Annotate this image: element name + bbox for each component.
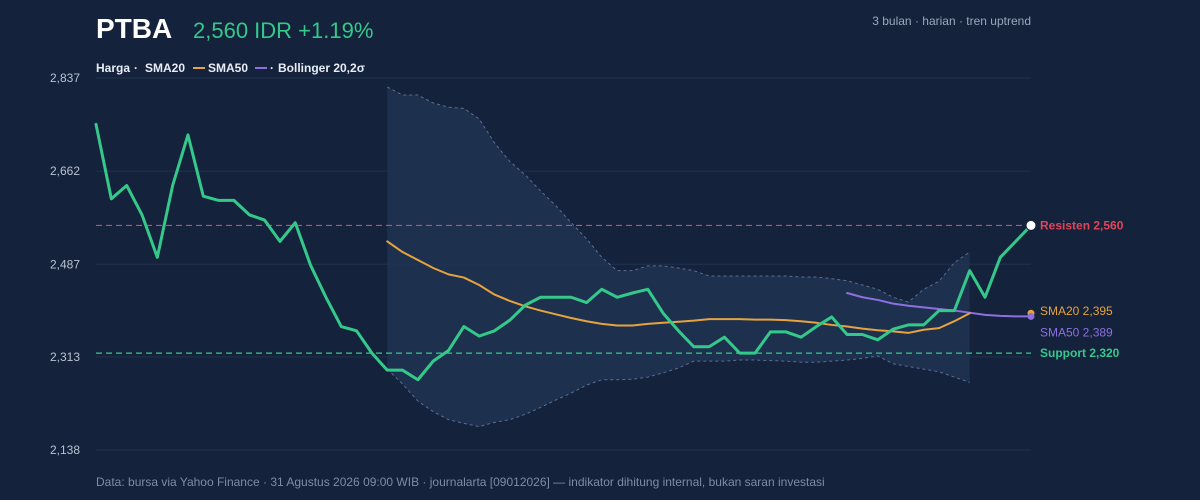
bollinger-upper-line (386, 86, 970, 303)
price-change: 2,560 IDR +1.19% (193, 18, 373, 43)
series-line-harga (94, 122, 1033, 382)
y-tick-label: 2,138 (50, 443, 80, 457)
legend-separator: · (270, 61, 274, 75)
level-label-support: Support 2,320 (1040, 346, 1120, 360)
y-tick-label: 2,313 (50, 350, 80, 364)
level-lines (96, 224, 1031, 354)
y-tick-label: 2,487 (50, 257, 80, 271)
sma20-end-label: SMA20 2,395 (1040, 304, 1113, 318)
y-tick-label: 2,662 (50, 164, 80, 178)
sma50-end-label: SMA50 2,389 (1040, 325, 1113, 339)
legend: Harga · SMA20 SMA50 · Bollinger 20,2σ (96, 61, 365, 75)
legend-sma20-label: SMA20 (145, 61, 185, 75)
series-line-sma20 (386, 240, 971, 334)
series-line-sma50 (846, 292, 1032, 318)
level-label-resisten: Resisten 2,560 (1040, 218, 1124, 232)
bollinger-band (386, 86, 970, 428)
footer-note: Data: bursa via Yahoo Finance · 31 Agust… (96, 475, 825, 489)
legend-separator: · (134, 61, 138, 75)
chart-meta: 3 bulan · harian · tren uptrend (872, 14, 1031, 28)
y-tick-label: 2,837 (50, 71, 80, 85)
price-end-dot (1025, 219, 1037, 231)
sma50-end-dot (1027, 312, 1035, 320)
legend-price-label: Harga (96, 61, 130, 75)
series-lines (94, 122, 1037, 382)
legend-sma50-label: SMA50 (208, 61, 248, 75)
legend-bollinger-label: Bollinger 20,2σ (278, 61, 365, 75)
ticker-symbol: PTBA (96, 13, 172, 44)
bollinger-fill (387, 87, 970, 427)
y-axis-ticks: 2,837 2,662 2,487 2,313 2,138 (50, 71, 80, 457)
end-labels: Resisten 2,560 Support 2,320 SMA20 2,395 SM… (1040, 218, 1124, 360)
bollinger-lower-line (386, 355, 970, 428)
